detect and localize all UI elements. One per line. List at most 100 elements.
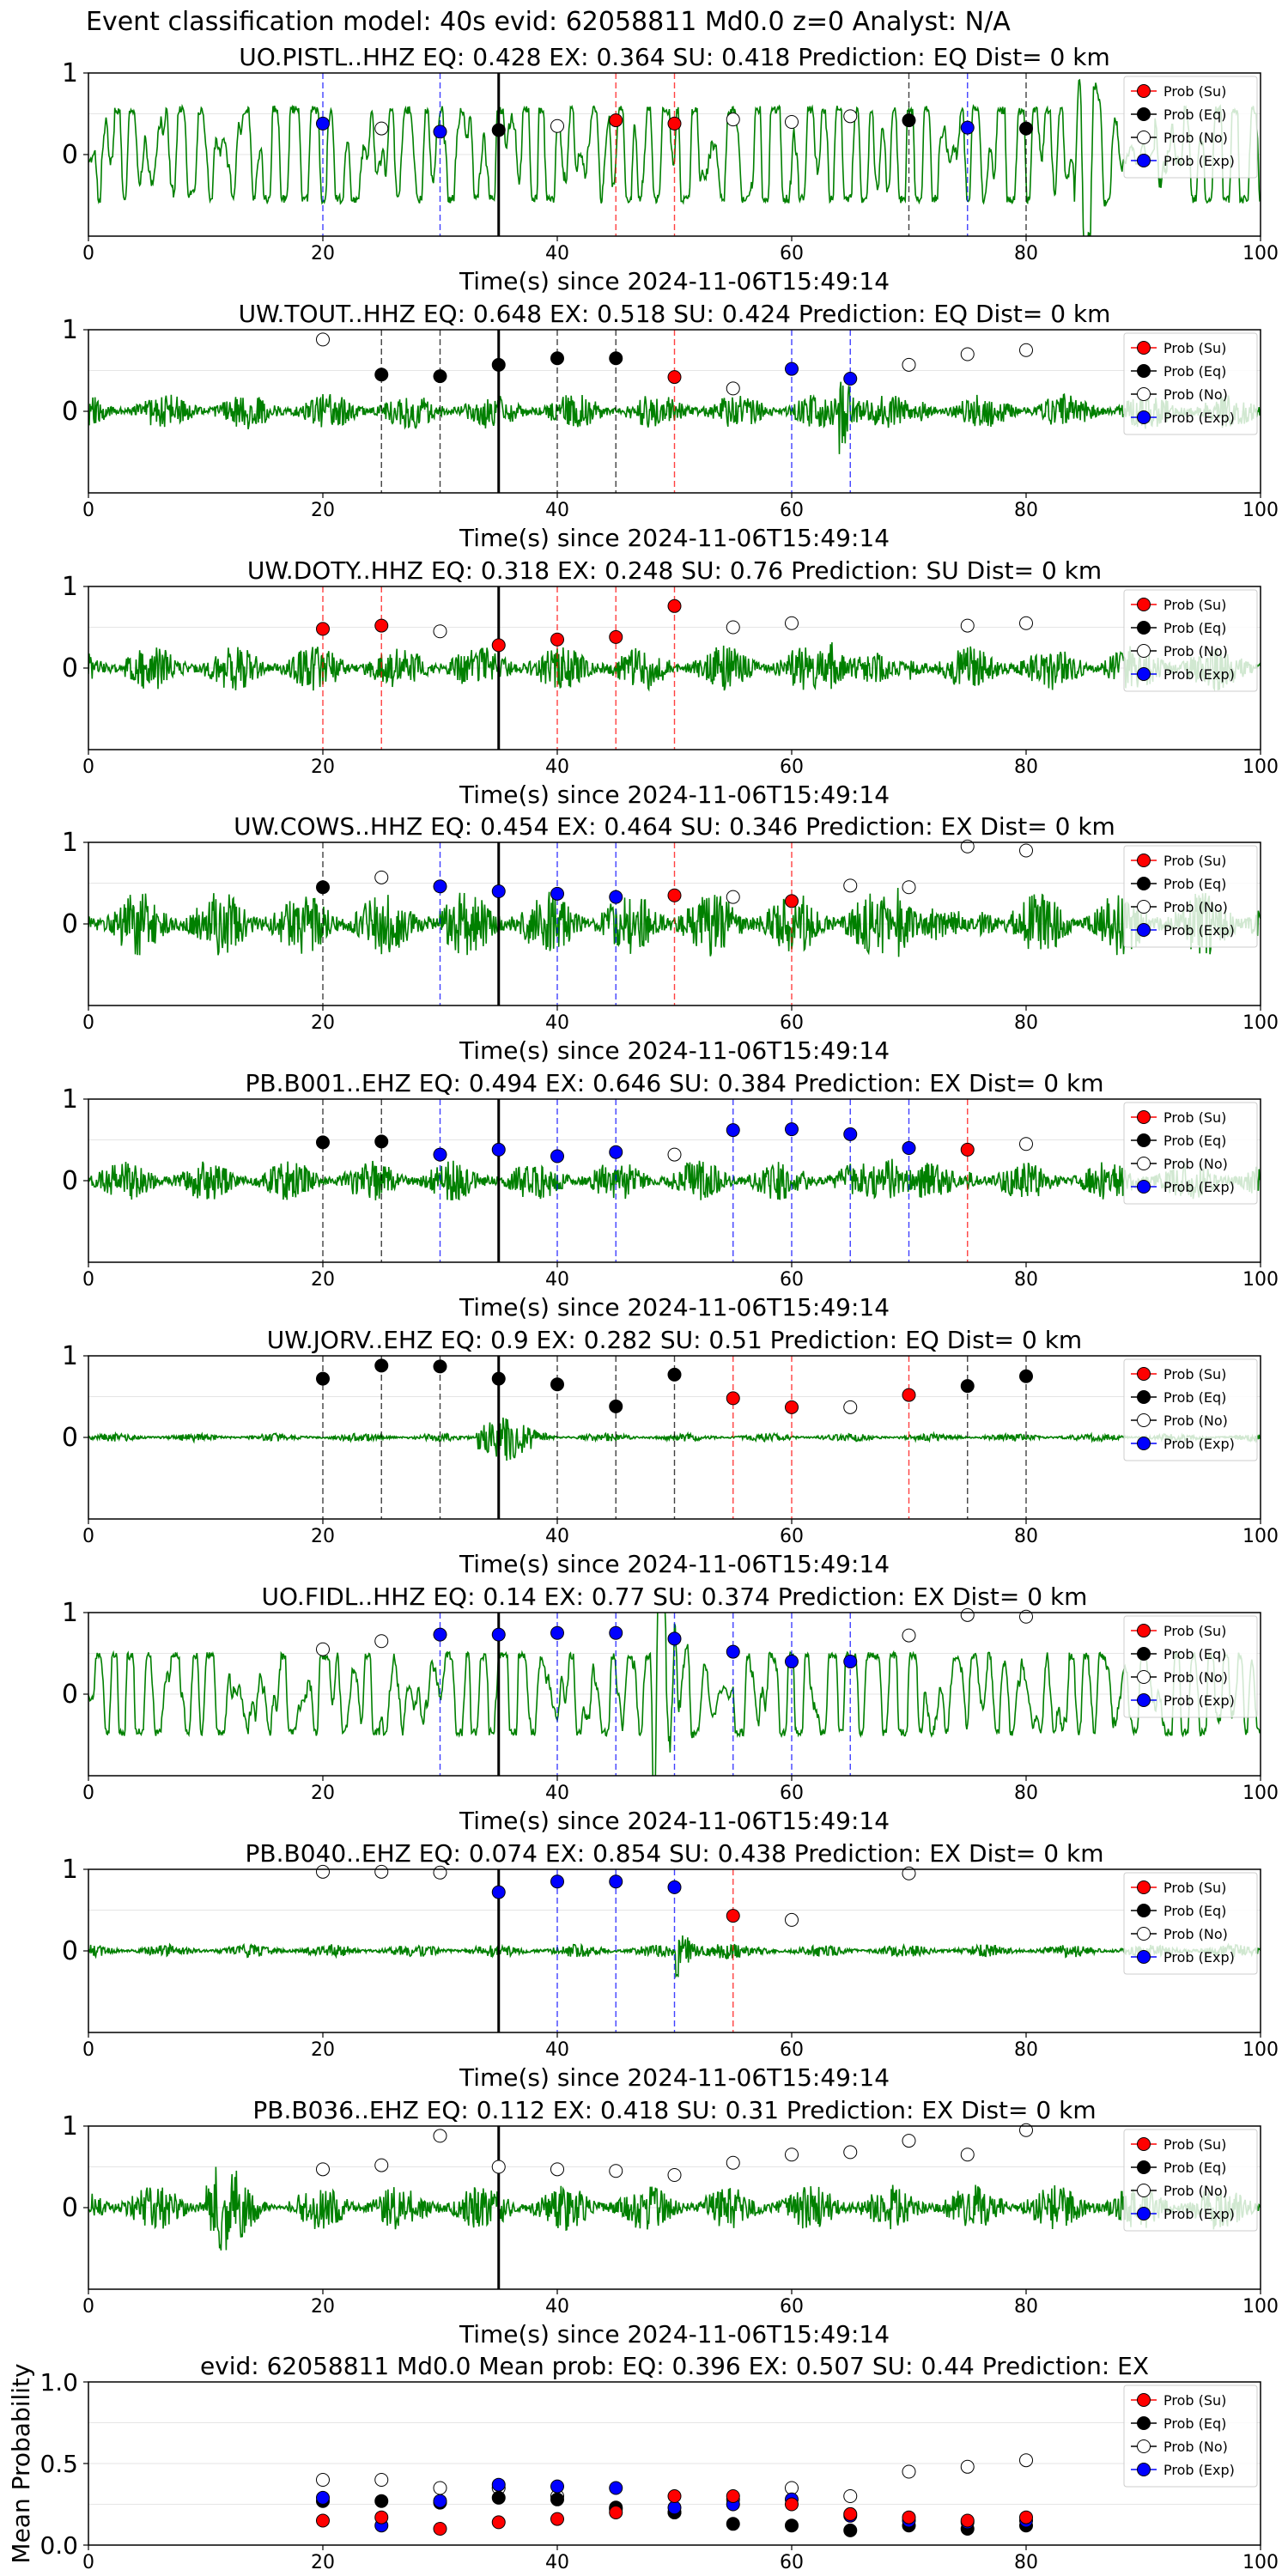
mean-point-su bbox=[960, 2513, 975, 2528]
mean-point-no bbox=[1019, 2453, 1033, 2468]
x-tick-label: 80 bbox=[1014, 1269, 1038, 1291]
x-axis-label: Time(s) since 2024-11-06T15:49:14 bbox=[459, 2320, 890, 2348]
legend-box bbox=[1123, 1358, 1258, 1461]
prob-point-no bbox=[726, 112, 740, 127]
mean-point-eq bbox=[491, 2490, 506, 2505]
prob-point-no bbox=[374, 1864, 389, 1879]
mean-point-eq bbox=[785, 2518, 799, 2533]
x-tick-label: 80 bbox=[1014, 2296, 1038, 2318]
prob-point-eq bbox=[609, 351, 623, 366]
prob-point-no bbox=[433, 1865, 447, 1880]
legend-label-exp: Prob (Exp) bbox=[1163, 922, 1235, 939]
mean-point-su bbox=[667, 2489, 682, 2503]
legend-label-eq: Prob (Eq) bbox=[1163, 363, 1226, 380]
legend-marker-eq bbox=[1137, 1904, 1151, 1917]
legend-marker-su bbox=[1137, 1624, 1151, 1637]
x-tick-label: 20 bbox=[311, 756, 335, 778]
prob-point-no bbox=[902, 1628, 916, 1643]
y-tick-label: 0 bbox=[62, 2193, 78, 2223]
y-tick-label: 0 bbox=[62, 397, 78, 427]
legend-label-eq: Prob (Eq) bbox=[1163, 876, 1226, 892]
prob-point-no bbox=[785, 115, 799, 129]
prob-point-su bbox=[374, 618, 389, 633]
mean-point-exp bbox=[316, 2490, 330, 2505]
x-tick-label: 40 bbox=[545, 243, 569, 264]
prob-point-no bbox=[726, 620, 740, 635]
legend-marker-no bbox=[1137, 900, 1151, 914]
y-tick-label: 1.0 bbox=[39, 2368, 78, 2397]
legend-marker-no bbox=[1137, 644, 1151, 658]
prob-point-eq bbox=[316, 1135, 330, 1150]
station-panel-1: UO.PISTL..HHZ EQ: 0.428 EX: 0.364 SU: 0.… bbox=[62, 43, 1279, 295]
x-tick-label: 40 bbox=[545, 1783, 569, 1804]
prob-point-exp bbox=[609, 890, 623, 904]
x-tick-label: 20 bbox=[311, 500, 335, 521]
prob-point-exp bbox=[433, 1627, 447, 1642]
x-tick-label: 100 bbox=[1242, 2296, 1279, 2318]
prob-point-exp bbox=[843, 1655, 858, 1668]
x-tick-label: 100 bbox=[1242, 500, 1279, 521]
axes-frame bbox=[88, 329, 1261, 494]
prob-point-eq bbox=[433, 1359, 447, 1374]
prob-point-no bbox=[843, 109, 858, 124]
legend-box bbox=[1123, 2385, 1258, 2488]
legend-label-eq: Prob (Eq) bbox=[1163, 1646, 1226, 1662]
mean-point-su bbox=[316, 2513, 330, 2528]
legend-label-no: Prob (No) bbox=[1163, 899, 1228, 915]
legend-label-exp: Prob (Exp) bbox=[1163, 410, 1235, 426]
y-tick-label: 0 bbox=[62, 1423, 78, 1453]
legend-label-su: Prob (Su) bbox=[1163, 853, 1226, 869]
prob-point-su bbox=[726, 1391, 740, 1406]
mean-point-exp bbox=[433, 2494, 447, 2508]
x-tick-label: 20 bbox=[311, 2296, 335, 2318]
prob-point-exp bbox=[843, 1127, 858, 1141]
x-axis-label: Time(s) since 2024-11-06T15:49:14 bbox=[459, 1550, 890, 1578]
legend-marker-no bbox=[1137, 1670, 1151, 1684]
prob-point-no bbox=[843, 878, 858, 893]
x-axis-label: Time(s) since 2024-11-06T15:49:14 bbox=[459, 781, 890, 809]
station-panel-2: UW.TOUT..HHZ EQ: 0.648 EX: 0.518 SU: 0.4… bbox=[62, 300, 1279, 552]
legend-marker-eq bbox=[1137, 2160, 1151, 2174]
legend-box bbox=[1123, 76, 1258, 179]
x-tick-label: 0 bbox=[82, 1783, 94, 1804]
legend-marker-su bbox=[1137, 2137, 1151, 2151]
axes-frame bbox=[88, 586, 1261, 750]
x-tick-label: 40 bbox=[545, 1269, 569, 1291]
prob-point-su bbox=[726, 1909, 740, 1923]
x-tick-label: 60 bbox=[780, 1526, 804, 1547]
prob-point-exp bbox=[726, 1123, 740, 1138]
x-tick-label: 80 bbox=[1014, 1526, 1038, 1547]
legend-label-exp: Prob (Exp) bbox=[1163, 2462, 1235, 2478]
prob-point-no bbox=[316, 1864, 330, 1879]
x-tick-label: 100 bbox=[1242, 1012, 1279, 1034]
prob-point-exp bbox=[785, 361, 799, 376]
prob-point-exp bbox=[550, 1874, 564, 1889]
legend-label-no: Prob (No) bbox=[1163, 1669, 1228, 1686]
legend-marker-no bbox=[1137, 2184, 1151, 2197]
prob-point-exp bbox=[433, 1147, 447, 1162]
prob-point-eq bbox=[316, 1371, 330, 1386]
prob-point-exp bbox=[843, 372, 858, 386]
panel-title: UW.JORV..EHZ EQ: 0.9 EX: 0.282 SU: 0.51 … bbox=[267, 1326, 1082, 1354]
axes-frame bbox=[88, 2125, 1261, 2290]
prob-point-su bbox=[785, 894, 799, 908]
legend-label-su: Prob (Su) bbox=[1163, 597, 1226, 613]
y-tick-label: 0.0 bbox=[39, 2531, 78, 2560]
x-tick-label: 20 bbox=[311, 1012, 335, 1034]
y-tick-label: 0 bbox=[62, 653, 78, 683]
waveform-trace bbox=[88, 1158, 1261, 1201]
x-tick-label: 60 bbox=[780, 2296, 804, 2318]
axes-frame bbox=[88, 72, 1261, 237]
x-axis-label: Time(s) since 2024-11-06T15:49:14 bbox=[459, 267, 890, 295]
mean-probability-panel: evid: 62058811 Md0.0 Mean prob: EQ: 0.39… bbox=[7, 2352, 1279, 2573]
x-tick-label: 40 bbox=[545, 2039, 569, 2061]
legend-label-no: Prob (No) bbox=[1163, 386, 1228, 403]
x-tick-label: 100 bbox=[1242, 2039, 1279, 2061]
x-tick-label: 20 bbox=[311, 1526, 335, 1547]
x-tick-label: 20 bbox=[311, 2552, 335, 2573]
mean-point-no bbox=[960, 2459, 975, 2474]
x-tick-label: 100 bbox=[1242, 2552, 1279, 2573]
legend-label-no: Prob (No) bbox=[1163, 130, 1228, 146]
prob-point-exp bbox=[960, 120, 975, 135]
